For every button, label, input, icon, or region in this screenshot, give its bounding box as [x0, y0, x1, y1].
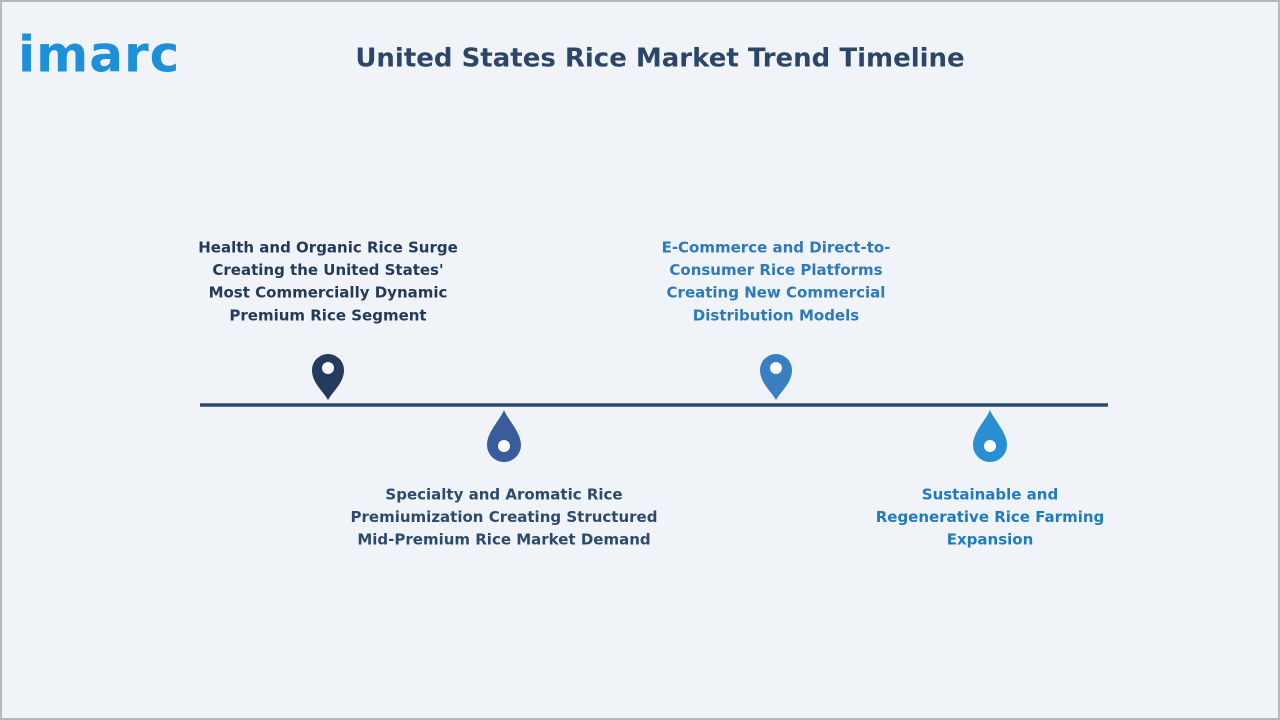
pin-marker: [973, 410, 1007, 462]
item-label: Regenerative Rice Farming: [876, 508, 1105, 526]
item-label: Distribution Models: [693, 306, 859, 324]
item-label: Creating New Commercial: [667, 284, 886, 302]
pin-dot: [770, 362, 782, 374]
timeline-item: Sustainable and Regenerative Rice Farming…: [876, 410, 1105, 549]
item-label: Mid-Premium Rice Market Demand: [357, 531, 650, 549]
pin-marker: [760, 354, 792, 400]
pin-marker: [312, 354, 344, 400]
item-label: E-Commerce and Direct-to-: [662, 239, 891, 257]
pin-marker: [487, 410, 521, 462]
item-label: Most Commercially Dynamic: [209, 284, 448, 302]
timeline-item: Health and Organic Rice Surge Creating th…: [198, 239, 458, 400]
pin-dot: [984, 440, 996, 452]
item-label: Creating the United States': [212, 261, 443, 279]
item-label: Expansion: [947, 531, 1034, 549]
pin-dot: [498, 440, 510, 452]
item-label: Premium Rice Segment: [229, 306, 426, 324]
timeline-item: E-Commerce and Direct-to- Consumer Rice P…: [662, 239, 891, 400]
item-label: Specialty and Aromatic Rice: [385, 486, 622, 504]
pin-dot: [322, 362, 334, 374]
item-label: Consumer Rice Platforms: [669, 261, 882, 279]
item-label: Premiumization Creating Structured: [351, 508, 658, 526]
item-label: Sustainable and: [922, 486, 1058, 504]
timeline-items: Health and Organic Rice Surge Creating th…: [198, 239, 1104, 549]
timeline-item: Specialty and Aromatic Rice Premiumizatio…: [351, 410, 658, 549]
title: United States Rice Market Trend Timeline: [355, 44, 964, 74]
logo: imarc: [18, 26, 180, 84]
item-label: Health and Organic Rice Surge: [198, 239, 458, 257]
